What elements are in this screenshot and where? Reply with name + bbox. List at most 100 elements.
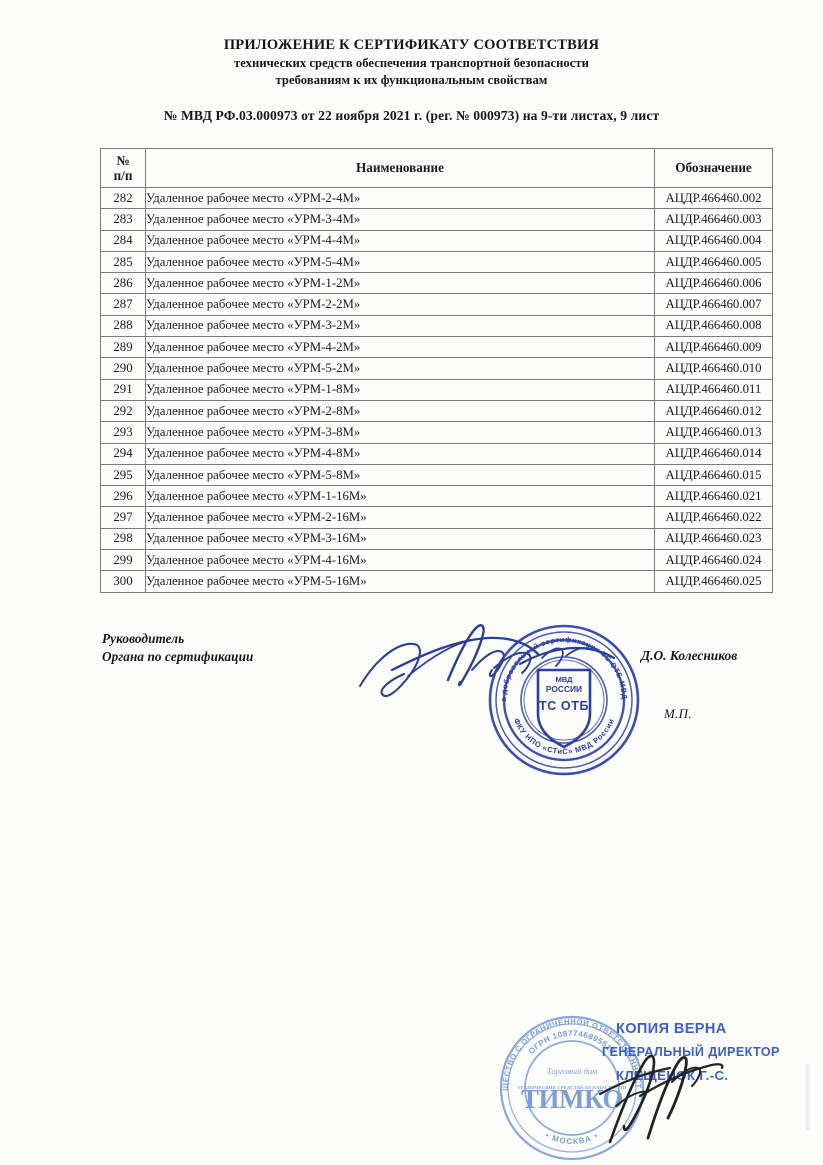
cell-designation: АЦДР.466460.013 [654,421,773,444]
table-row: 298 Удаленное рабочее место «УРМ-3-16М» АЦ… [100,527,773,551]
cell-number: 299 [100,549,146,572]
cell-number: 294 [100,442,146,465]
cell-designation: АЦДР.466460.010 [654,357,773,380]
cell-number: 284 [100,229,146,252]
cell-number: 282 [100,186,146,210]
table-row: 293 Удаленное рабочее место «УРМ-3-8М» АЦД… [100,421,773,444]
signatory-role-line1: Руководитель [102,631,185,646]
cell-number: 296 [100,485,146,508]
cell-designation: АЦДР.466460.012 [654,399,773,423]
cell-designation: АЦДР.466460.025 [654,570,773,593]
cell-name: Удаленное рабочее место «УРМ-3-16М» [145,527,655,551]
cell-designation: АЦДР.466460.002 [654,186,773,210]
column-header-number-line1: № [116,153,130,168]
cell-number: 290 [100,357,146,380]
company-seal-brand-sub: ТЕХНИЧЕСКИЕ СРЕДСТВА БЕЗОПАСНОСТИ [517,1085,627,1090]
cell-name: Удаленное рабочее место «УРМ-4-2М» [145,336,655,359]
cell-number: 297 [100,506,146,529]
cell-designation: АЦДР.466460.003 [654,208,773,231]
mvd-shield-icon [536,668,592,749]
table-row: 292 Удаленное рабочее место «УРМ-2-8М» АЦД… [100,399,773,423]
mvd-shield-line1: МВД [555,675,573,684]
table-row: 290 Удаленное рабочее место «УРМ-5-2М» АЦД… [100,357,773,380]
table-row: 285 Удаленное рабочее место «УРМ-5-4М» АЦД… [100,250,773,274]
signatory-name: Д.О. Колесников [641,648,738,663]
svg-text:ФКУ НПО «СТиС» МВД России: ФКУ НПО «СТиС» МВД России [512,717,616,756]
table-row: 295 Удаленное рабочее место «УРМ-5-8М» АЦД… [100,463,773,487]
table-row: 283 Удаленное рабочее место «УРМ-3-4М» АЦД… [100,208,773,231]
cell-designation: АЦДР.466460.005 [654,250,773,274]
cell-number: 287 [100,293,146,316]
cell-number: 292 [100,399,146,423]
cell-number: 285 [100,250,146,274]
company-seal-ring-bottom-text: • МОСКВА • [544,1131,599,1146]
seal-place-mark: М.П. [664,706,692,721]
cell-number: 293 [100,421,146,444]
copy-certified-line2: ГЕНЕРАЛЬНЫЙ ДИРЕКТОР [602,1045,780,1059]
table-row: 299 Удаленное рабочее место «УРМ-4-16М» АЦ… [100,549,773,572]
cell-name: Удаленное рабочее место «УРМ-5-4М» [145,250,655,274]
cell-designation: АЦДР.466460.014 [654,442,773,465]
items-table-wrapper: № п/п Наименование Обозначение 282 Удален… [100,148,773,593]
table-header-row: № п/п Наименование Обозначение [100,148,773,188]
cell-name: Удаленное рабочее место «УРМ-3-2М» [145,314,655,338]
cell-designation: АЦДР.466460.015 [654,463,773,487]
cell-designation: АЦДР.466460.022 [654,506,773,529]
mvd-stamp-ring-bottom-text: ФКУ НПО «СТиС» МВД России [512,717,616,756]
cell-designation: АЦДР.466460.024 [654,549,773,572]
items-table-body: 282 Удаленное рабочее место «УРМ-2-4М» АЦД… [100,186,773,593]
svg-text:• МОСКВА •: • МОСКВА • [544,1131,600,1146]
column-header-number: № п/п [100,148,146,188]
cell-designation: АЦДР.466460.006 [654,272,773,295]
cell-number: 300 [100,570,146,593]
cell-designation: АЦДР.466460.008 [654,314,773,338]
signatory-role: Руководитель Органа по сертификации [102,630,254,666]
document-subtitle-1: технических средств обеспечения транспор… [234,56,589,70]
scan-edge-artifact [806,1064,811,1130]
cell-name: Удаленное рабочее место «УРМ-3-8М» [145,421,655,444]
cell-number: 291 [100,378,146,401]
copy-certified-stamp: КОПИЯ ВЕРНА ГЕНЕРАЛЬНЫЙ ДИРЕКТОР КЛЕЩЕНО… [602,1018,780,1087]
cell-name: Удаленное рабочее место «УРМ-1-16М» [145,485,655,508]
certificate-number-line: № МВД РФ.03.000973 от 22 ноября 2021 г. … [163,108,660,123]
column-header-name: Наименование [145,148,655,188]
cell-name: Удаленное рабочее место «УРМ-4-16М» [145,549,655,572]
table-row: 287 Удаленное рабочее место «УРМ-2-2М» АЦД… [100,293,773,316]
cell-name: Удаленное рабочее место «УРМ-4-4М» [145,229,655,252]
table-row: 286 Удаленное рабочее место «УРМ-1-2М» АЦД… [100,272,773,295]
cell-number: 289 [100,336,146,359]
mvd-shield-line3: ТС ОТБ [539,699,589,713]
table-row: 282 Удаленное рабочее место «УРМ-2-4М» АЦД… [100,186,773,210]
table-row: 291 Удаленное рабочее место «УРМ-1-8М» АЦД… [100,378,773,401]
table-row: 297 Удаленное рабочее место «УРМ-2-16М» АЦ… [100,506,773,529]
cell-designation: АЦДР.466460.004 [654,229,773,252]
cell-number: 286 [100,272,146,295]
document-title: ПРИЛОЖЕНИЕ К СЕРТИФИКАТУ СООТВЕТСТВИЯ [223,37,600,53]
cell-name: Удаленное рабочее место «УРМ-2-16М» [145,506,655,529]
cell-designation: АЦДР.466460.007 [654,293,773,316]
handwritten-signature [358,624,616,698]
copy-certified-line3: КЛЕЩЕНОК Г.-С. [616,1068,729,1083]
cell-number: 295 [100,463,146,487]
cell-number: 288 [100,314,146,338]
column-header-number-line2: п/п [113,168,133,183]
cell-name: Удаленное рабочее место «УРМ-4-8М» [145,442,655,465]
cell-name: Удаленное рабочее место «УРМ-5-2М» [145,357,655,380]
cell-name: Удаленное рабочее место «УРМ-1-8М» [145,378,655,401]
table-row: 284 Удаленное рабочее место «УРМ-4-4М» АЦД… [100,229,773,252]
column-header-designation: Обозначение [654,148,773,188]
copy-certified-line1: КОПИЯ ВЕРНА [616,1021,727,1037]
mvd-stamp-ring-top-text: Система добровольной сертификации ТС ОТБ… [486,622,629,702]
cell-name: Удаленное рабочее место «УРМ-5-16М» [145,570,655,593]
svg-text:Система добровольной сертифика: Система добровольной сертификации ТС ОТБ… [486,622,629,702]
table-row: 289 Удаленное рабочее место «УРМ-4-2М» АЦД… [100,336,773,359]
company-seal-brand-top: Торговый дом [547,1066,598,1076]
cell-name: Удаленное рабочее место «УРМ-1-2М» [145,272,655,295]
mvd-official-round-stamp: Система добровольной сертификации ТС ОТБ… [486,622,640,776]
table-row: 294 Удаленное рабочее место «УРМ-4-8М» АЦД… [100,442,773,465]
cell-name: Удаленное рабочее место «УРМ-3-4М» [145,208,655,231]
cell-number: 298 [100,527,146,551]
cell-designation: АЦДР.466460.023 [654,527,773,551]
mvd-shield-line2: РОССИИ [546,684,582,694]
